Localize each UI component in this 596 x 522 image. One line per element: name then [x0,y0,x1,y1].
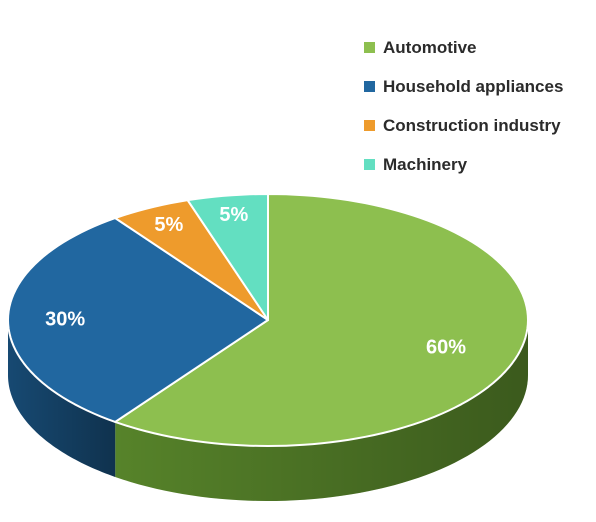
legend-item-construction-industry: Construction industry [364,106,563,145]
data-label-construction-industry: 5% [154,214,183,236]
legend-item-automotive: Automotive [364,28,563,67]
legend-swatch-construction-industry [364,120,375,131]
legend: Automotive Household appliances Construc… [364,28,563,184]
legend-item-machinery: Machinery [364,145,563,184]
legend-label-automotive: Automotive [383,37,477,57]
pie-side-shade-household-appliances [8,320,116,477]
data-label-household-appliances: 30% [45,308,85,330]
legend-item-household-appliances: Household appliances [364,67,563,106]
data-label-automotive: 60% [426,336,466,358]
legend-label-construction-industry: Construction industry [383,115,561,135]
legend-swatch-automotive [364,42,375,53]
legend-swatch-machinery [364,159,375,170]
data-label-machinery: 5% [219,204,248,226]
pie-slice-automotive [114,193,529,447]
pie-slice-machinery [186,193,269,321]
pie-slice-household-appliances [7,217,269,423]
legend-swatch-household-appliances [364,81,375,92]
pie-side-shade-automotive [115,320,529,501]
legend-label-household-appliances: Household appliances [383,76,564,96]
legend-label-machinery: Machinery [383,154,468,174]
pie-slice-construction-industry [114,199,269,321]
